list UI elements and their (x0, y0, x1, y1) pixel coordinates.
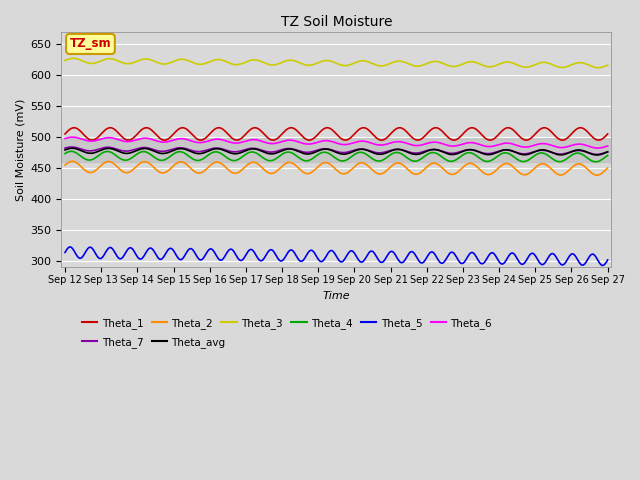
Theta_avg (604, 149, 611, 155)
Theta_6 (303, 141, 310, 147)
Theta_5 (303, 252, 310, 258)
Theta_1 (604, 131, 611, 137)
Line: Theta_4: Theta_4 (65, 151, 607, 162)
Theta_2 (303, 171, 310, 177)
Theta_avg (61, 147, 69, 153)
Title: TZ Soil Moisture: TZ Soil Moisture (280, 15, 392, 29)
Theta_3 (313, 60, 321, 66)
Line: Theta_5: Theta_5 (65, 247, 607, 265)
Y-axis label: Soil Moisture (mV): Soil Moisture (mV) (15, 98, 25, 201)
Theta_7 (104, 144, 111, 150)
Legend: Theta_7, Theta_avg: Theta_7, Theta_avg (77, 333, 230, 352)
Theta_2 (593, 172, 600, 178)
Bar (61, 138, 611, 162)
Theta_3 (604, 62, 611, 68)
Theta_3 (303, 62, 310, 68)
Theta_5 (61, 250, 69, 255)
Theta_1 (70, 125, 78, 131)
Line: Theta_1: Theta_1 (65, 128, 607, 140)
Theta_1 (595, 137, 602, 143)
Theta_4 (303, 158, 310, 164)
Theta_1 (371, 133, 378, 139)
Theta_4 (61, 151, 69, 156)
Line: Theta_avg: Theta_avg (65, 148, 607, 155)
Theta_5 (313, 253, 321, 259)
Theta_3 (70, 55, 77, 61)
Theta_3 (595, 65, 602, 71)
Theta_avg (125, 150, 133, 156)
X-axis label: Time: Time (323, 290, 350, 300)
Theta_1 (104, 126, 111, 132)
Theta_6 (61, 136, 69, 142)
Theta_4 (292, 152, 300, 158)
Theta_3 (125, 61, 133, 67)
Theta_4 (125, 156, 133, 162)
Theta_6 (313, 140, 321, 145)
Theta_1 (303, 137, 310, 143)
Theta_2 (371, 168, 378, 174)
Theta_6 (125, 139, 133, 144)
Theta_2 (604, 165, 611, 171)
Theta_2 (125, 169, 133, 175)
Theta_6 (68, 134, 76, 140)
Theta_3 (61, 58, 69, 63)
Theta_avg (68, 145, 76, 151)
Theta_7 (125, 148, 133, 154)
Theta_5 (599, 263, 607, 268)
Theta_1 (125, 137, 133, 143)
Theta_1 (61, 131, 69, 137)
Theta_7 (604, 149, 611, 155)
Theta_avg (593, 152, 600, 158)
Theta_1 (292, 127, 300, 132)
Theta_avg (313, 149, 321, 155)
Theta_6 (371, 141, 378, 147)
Theta_7 (68, 144, 76, 150)
Theta_6 (292, 138, 300, 144)
Theta_4 (67, 148, 75, 154)
Theta_4 (592, 159, 600, 165)
Line: Theta_2: Theta_2 (65, 161, 607, 175)
Theta_1 (313, 133, 321, 139)
Theta_5 (371, 250, 378, 256)
Theta_2 (313, 165, 321, 171)
Theta_4 (371, 157, 378, 163)
Theta_5 (67, 244, 74, 250)
Theta_7 (371, 149, 378, 155)
Line: Theta_7: Theta_7 (65, 147, 607, 155)
Theta_7 (313, 147, 321, 153)
Theta_6 (604, 143, 611, 149)
Line: Theta_3: Theta_3 (65, 58, 607, 68)
Theta_5 (604, 257, 611, 263)
Theta_7 (61, 145, 69, 151)
Theta_6 (594, 145, 602, 151)
Theta_avg (371, 150, 378, 156)
Theta_avg (303, 151, 310, 157)
Theta_5 (125, 245, 133, 251)
Theta_5 (292, 252, 300, 258)
Theta_3 (371, 61, 378, 67)
Theta_avg (292, 147, 300, 153)
Theta_5 (104, 247, 111, 252)
Theta_7 (292, 147, 300, 153)
Theta_7 (593, 152, 600, 157)
Theta_6 (104, 135, 111, 141)
Line: Theta_6: Theta_6 (65, 137, 607, 148)
Theta_2 (68, 158, 76, 164)
Text: TZ_sm: TZ_sm (70, 37, 111, 50)
Theta_2 (104, 159, 111, 165)
Theta_3 (292, 58, 300, 64)
Theta_2 (292, 163, 300, 168)
Theta_7 (303, 149, 310, 155)
Theta_4 (104, 149, 111, 155)
Theta_4 (313, 153, 321, 158)
Theta_avg (104, 145, 111, 151)
Theta_3 (104, 56, 111, 61)
Theta_4 (604, 153, 611, 158)
Theta_2 (61, 162, 69, 168)
